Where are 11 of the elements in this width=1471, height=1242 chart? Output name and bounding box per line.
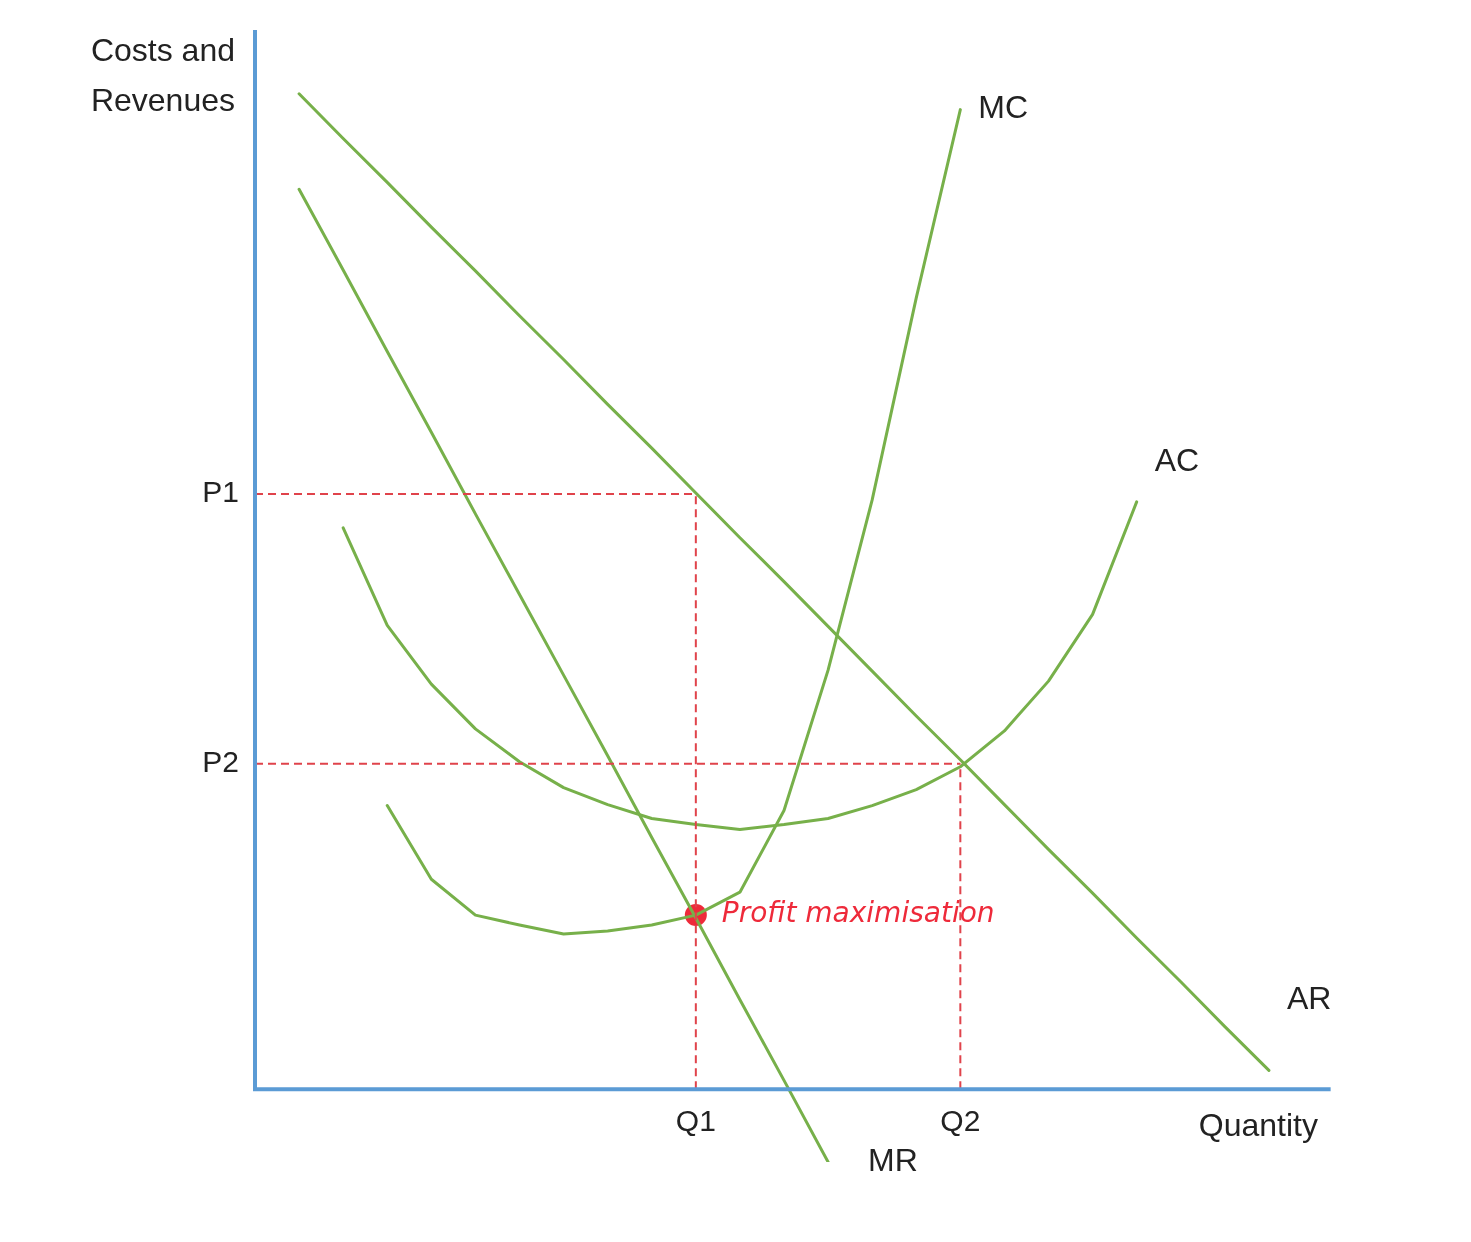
series-label: MR (868, 1141, 918, 1178)
y-axis-title: Costs and Revenues (90, 31, 235, 118)
ref-line-label: P2 (202, 745, 239, 779)
ref-line-label: P1 (202, 475, 239, 509)
series-label: AR (1286, 980, 1332, 1017)
series-label: MC (978, 89, 1029, 126)
x-tick-label: Q2 (940, 1103, 981, 1137)
series-label: AC (1154, 441, 1200, 478)
x-tick-label: Q1 (675, 1103, 716, 1137)
annotation: Profit maximisation (721, 896, 995, 930)
x-axis-title: Quantity (1198, 1107, 1318, 1144)
